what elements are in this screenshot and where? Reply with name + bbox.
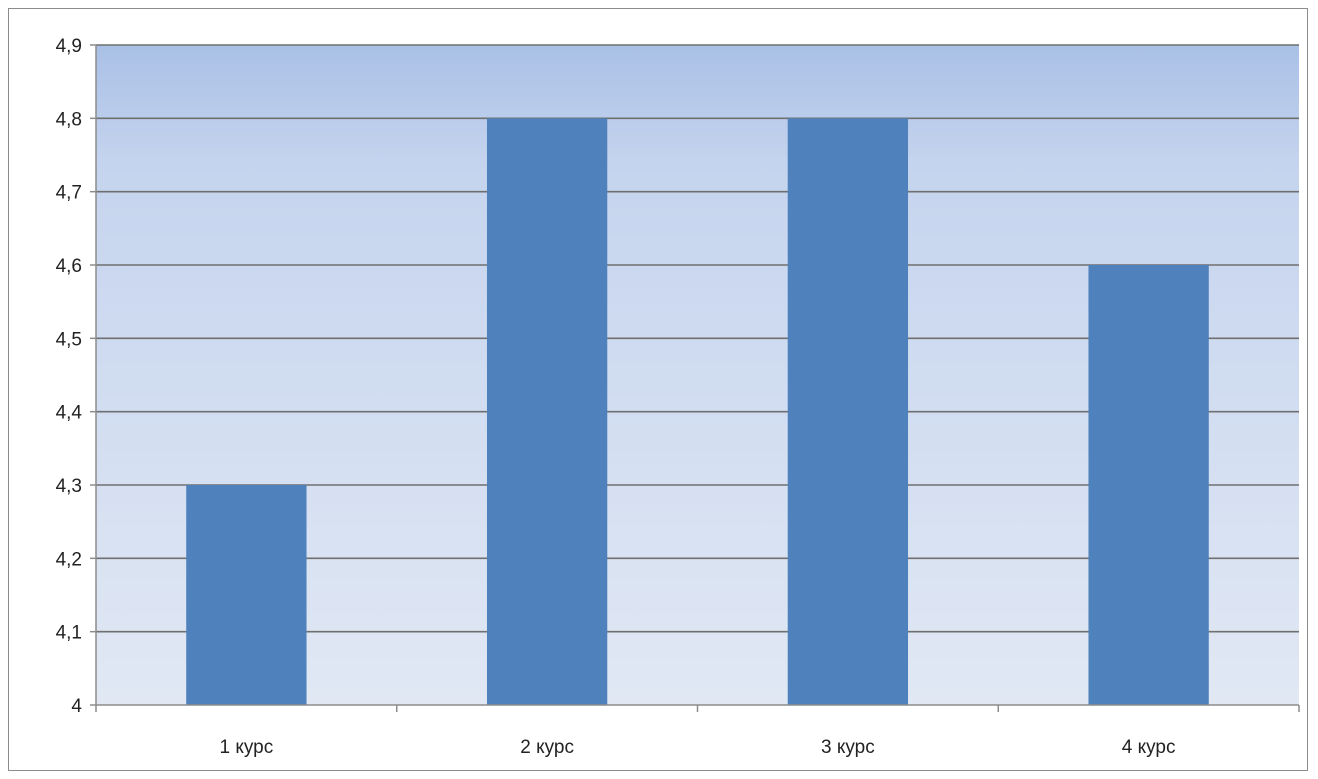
x-tick-label: 2 курс (520, 737, 574, 758)
bar (787, 118, 909, 706)
x-tick-labels: 1 курс 2 курс 3 курс 4 курс (220, 737, 1176, 758)
y-tick-label: 4,4 (56, 403, 83, 424)
bar (1088, 265, 1209, 705)
y-tick-label: 4,6 (56, 256, 82, 277)
y-tick-label: 4,7 (56, 183, 82, 204)
y-tick-label: 4,1 (56, 623, 82, 644)
y-tick-label: 4,8 (56, 109, 82, 130)
y-tick-label: 4 (71, 696, 82, 717)
y-tick-label: 4,2 (56, 549, 82, 570)
bar (186, 485, 307, 705)
y-tick-label: 4,3 (56, 476, 82, 497)
x-tick-label: 4 курс (1122, 737, 1176, 758)
y-tick-label: 4,9 (56, 36, 82, 57)
x-tick-label: 3 курс (821, 737, 875, 758)
axes (95, 45, 1300, 712)
y-tick-label: 4,5 (56, 329, 82, 350)
bar (486, 118, 608, 706)
x-tick-label: 1 курс (220, 737, 274, 758)
y-tick-labels: 4 4,1 4,2 4,3 4,4 4,5 4,6 4,7 4,8 4,9 (56, 36, 83, 717)
bars (186, 118, 1209, 706)
